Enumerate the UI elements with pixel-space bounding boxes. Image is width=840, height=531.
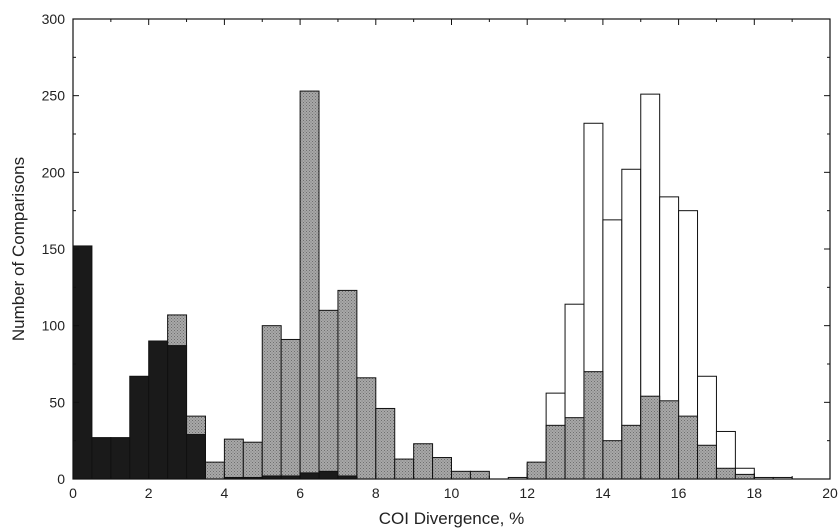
bar-series2-bin-20 <box>451 470 471 480</box>
bar-series3-bin-2 <box>110 437 131 480</box>
y-tick-label: 100 <box>42 318 66 334</box>
bar-series2-bin-10 <box>261 325 282 480</box>
bar-series2-bin-28 <box>640 395 661 480</box>
bar-series2-bin-21 <box>469 470 490 480</box>
bar-series3-bin-1 <box>91 437 112 480</box>
bar-series2-bin-7 <box>204 461 225 480</box>
bar-series3-bin-13 <box>318 470 339 480</box>
y-tick-label: 0 <box>57 471 65 487</box>
x-tick-label: 14 <box>595 485 611 501</box>
bar-series2-bin-18 <box>413 443 434 480</box>
x-tick-label: 6 <box>296 485 304 501</box>
bar-series2-bin-33 <box>734 473 755 480</box>
bar-series3-bin-0 <box>72 245 93 480</box>
y-axis-title: Number of Comparisons <box>9 157 28 341</box>
bar-series2-bin-22 <box>526 461 547 480</box>
y-tick-label: 50 <box>49 394 65 410</box>
bar-series2-bin-12 <box>299 90 320 480</box>
bar-series3-bin-4 <box>148 340 169 480</box>
x-tick-label: 4 <box>221 485 229 501</box>
bar-series3-bin-6 <box>186 434 206 480</box>
bar-series1-bin-6 <box>602 219 623 480</box>
bar-series2-bin-30 <box>678 415 699 480</box>
bar-series2-bin-23 <box>545 424 566 480</box>
bar-series2-bin-15 <box>356 377 377 480</box>
bar-series2-bin-31 <box>697 444 717 480</box>
bar-series2-bin-8 <box>223 438 244 480</box>
bar-series2-bin-17 <box>394 458 415 480</box>
bar-series3-bin-3 <box>129 375 150 480</box>
bar-series2-bin-9 <box>242 441 263 480</box>
bar-series2-bin-27 <box>621 424 642 480</box>
bar-series3-bin-5 <box>167 345 188 480</box>
y-tick-label: 250 <box>42 88 66 104</box>
bar-series2-bin-24 <box>564 417 585 480</box>
bar-series2-bin-32 <box>715 467 736 480</box>
bar-series2-bin-26 <box>602 440 623 480</box>
bar-series2-bin-19 <box>432 457 453 480</box>
y-tick-label: 150 <box>42 241 66 257</box>
bar-series2-bin-16 <box>375 407 396 480</box>
x-tick-label: 10 <box>444 485 460 501</box>
bar-series2-bin-25 <box>583 371 604 480</box>
bar-series2-bin-13 <box>318 309 339 480</box>
y-tick-label: 300 <box>42 11 66 27</box>
x-tick-label: 0 <box>69 485 77 501</box>
x-tick-label: 12 <box>519 485 535 501</box>
bar-series2-bin-11 <box>280 338 301 480</box>
x-tick-label: 16 <box>671 485 687 501</box>
x-axis-title: COI Divergence, % <box>379 509 525 528</box>
bar-series2-bin-14 <box>337 289 358 480</box>
bar-series2-bin-29 <box>659 400 680 480</box>
bars-layer <box>72 90 793 480</box>
x-tick-label: 18 <box>747 485 763 501</box>
x-tick-label: 8 <box>372 485 380 501</box>
y-tick-label: 200 <box>42 164 66 180</box>
bar-series3-bin-12 <box>299 472 320 480</box>
x-tick-label: 20 <box>822 485 838 501</box>
x-tick-label: 2 <box>145 485 153 501</box>
